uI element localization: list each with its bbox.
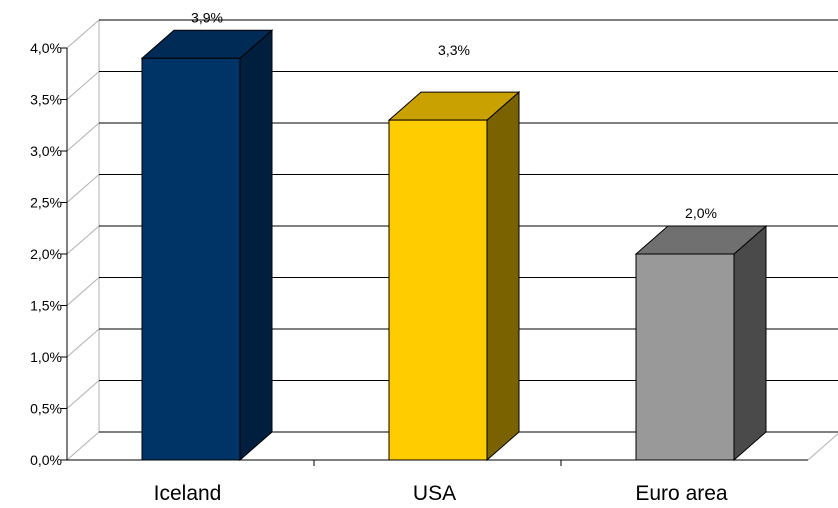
gridline-diagonal [66, 19, 100, 49]
gridline-diagonal [66, 380, 100, 409]
y-tick-label: 2,5% [30, 195, 62, 211]
y-tick-label: 1,5% [30, 298, 62, 314]
labels: 0,0% 0,5% 1,0% 1,5% 2,0% 2,5% 3,0% 3,5% 4,0% 3,9%… [30, 9, 728, 505]
y-tick-label: 4,0% [30, 40, 62, 56]
bars [140, 29, 768, 462]
bar-side [239, 29, 273, 462]
gridline-diagonal [66, 225, 100, 255]
gridline-diagonal [66, 277, 100, 306]
gridline-diagonal [66, 431, 100, 461]
y-tick-label: 3,5% [30, 92, 62, 108]
data-label: 3,3% [438, 42, 470, 58]
gridline-diagonal [66, 174, 100, 203]
bar [388, 119, 488, 461]
bar [141, 57, 241, 461]
bar-side [733, 224, 767, 462]
x-category-label: Iceland [154, 482, 222, 505]
bar-side [486, 90, 520, 462]
y-tick-label: 0,0% [30, 452, 62, 468]
gridline-diagonal [66, 71, 100, 100]
gridline-diagonal [66, 122, 100, 152]
floor-right-edge [807, 433, 838, 461]
data-label: 2,0% [685, 205, 717, 221]
data-label: 3,9% [191, 9, 223, 25]
gridline-diagonal [66, 328, 100, 358]
y-tick-label: 2,0% [30, 246, 62, 262]
x-category-label: USA [413, 482, 456, 505]
y-tick-label: 3,0% [30, 143, 62, 159]
bar [635, 253, 735, 461]
y-tick-label: 0,5% [30, 401, 62, 417]
y-tick-label: 1,0% [30, 349, 62, 365]
x-category-label: Euro area [635, 482, 728, 505]
